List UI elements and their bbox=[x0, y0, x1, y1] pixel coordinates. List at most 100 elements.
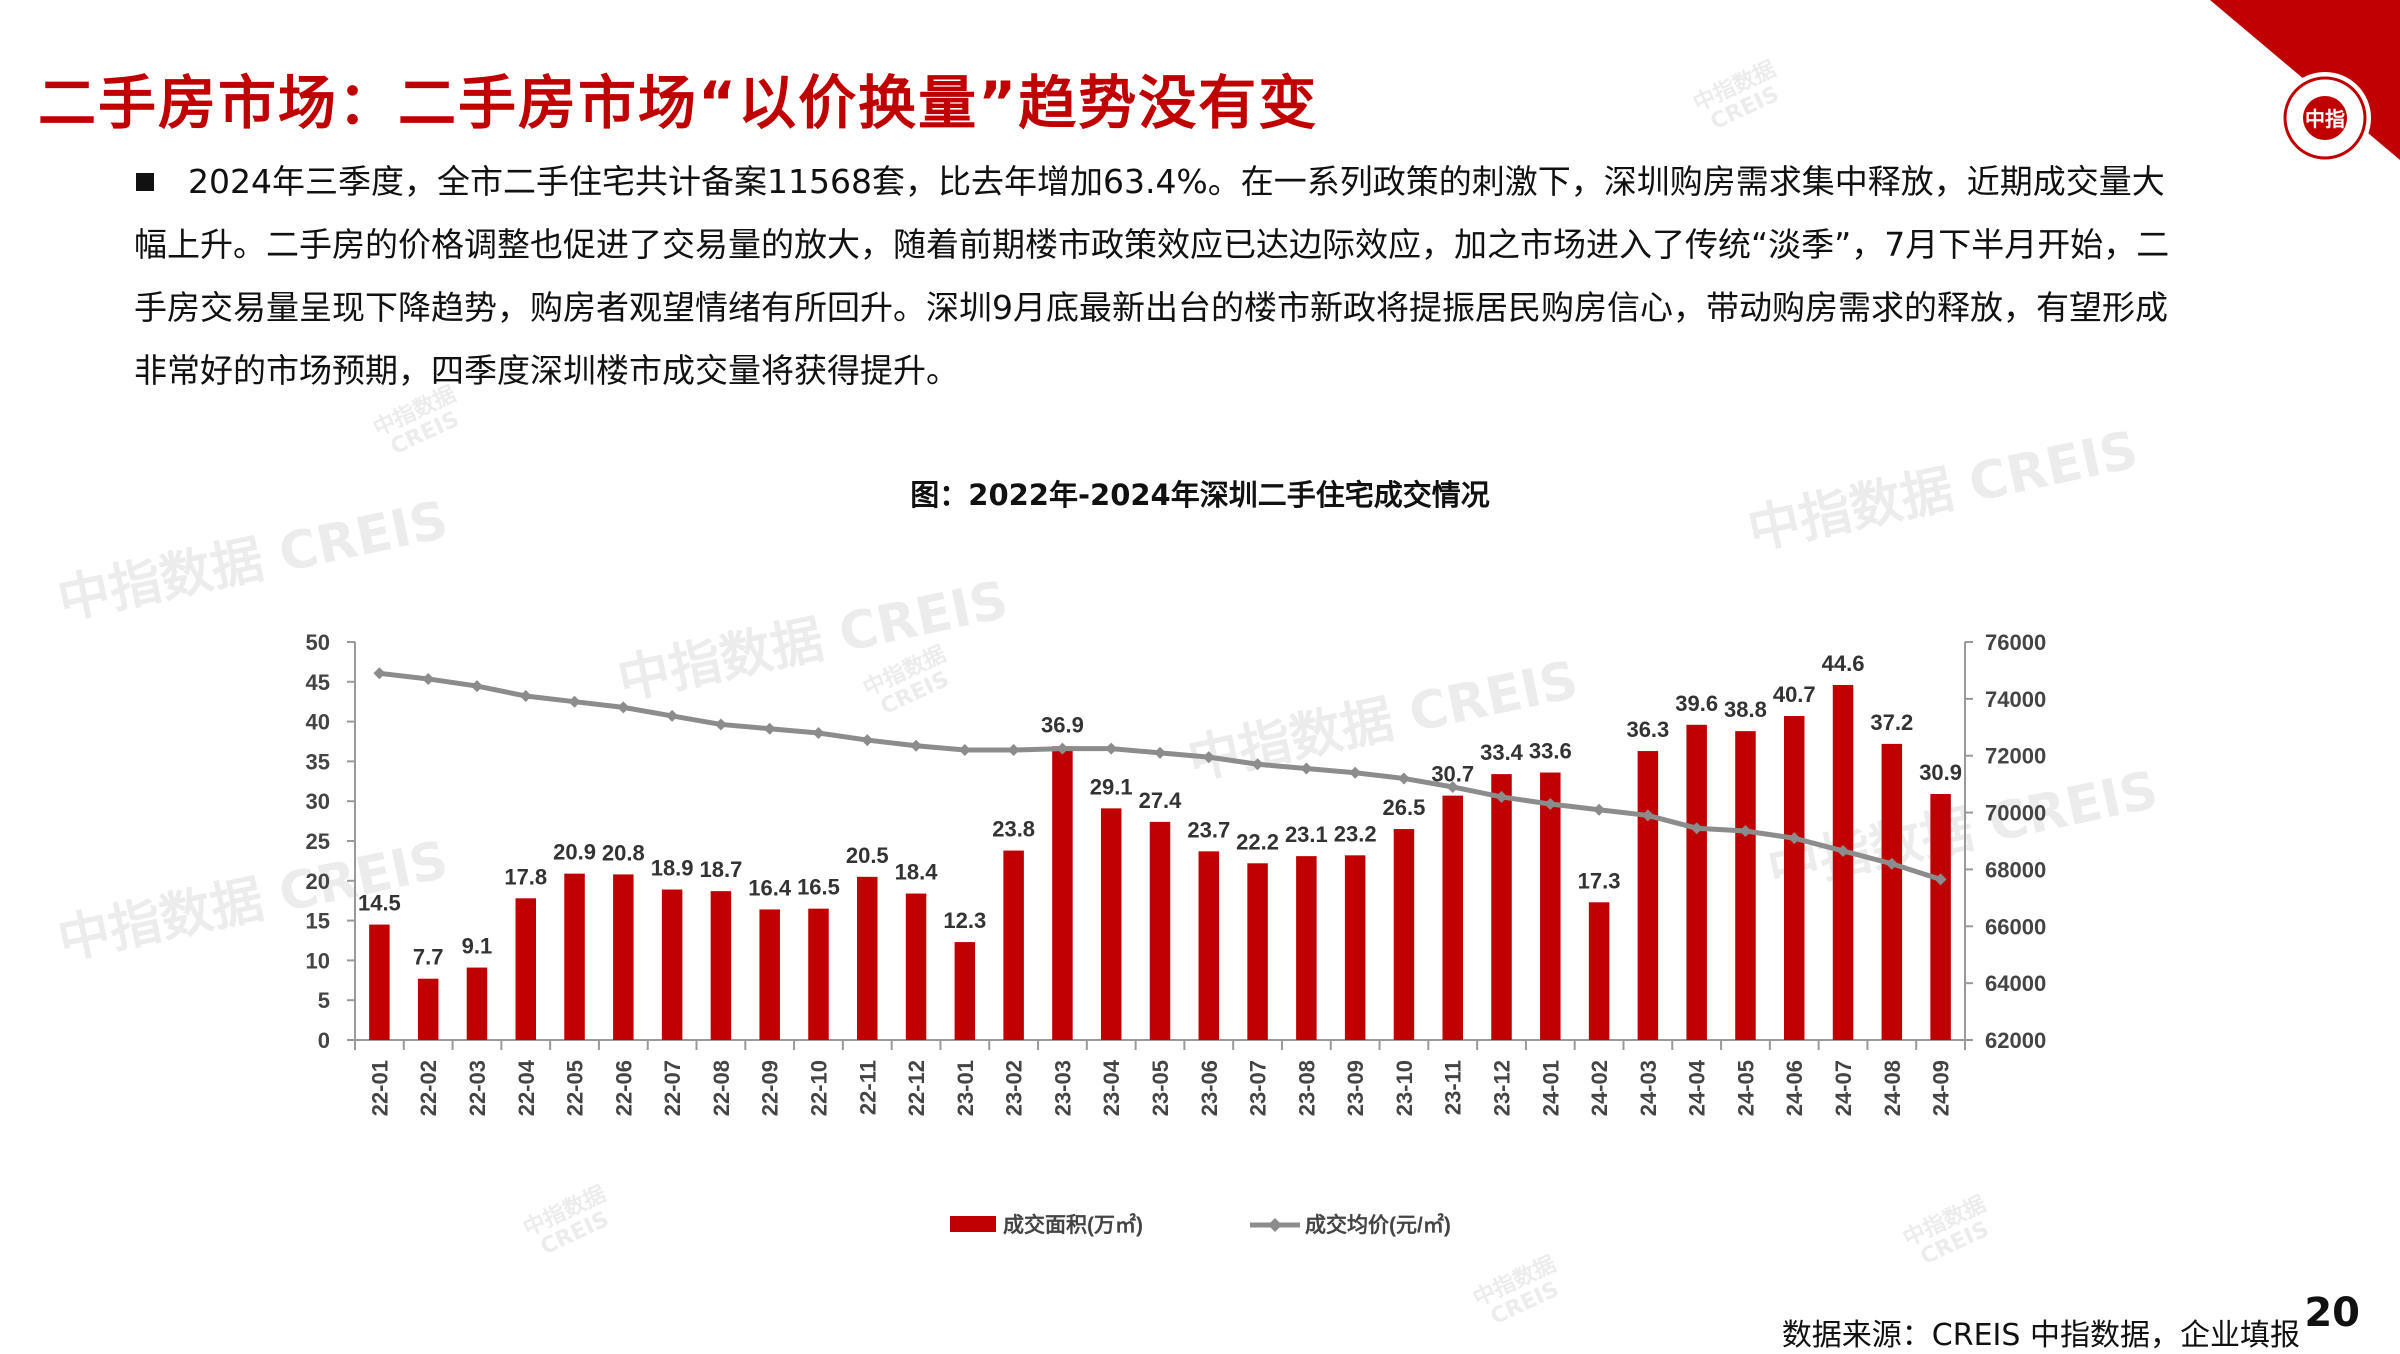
price-point bbox=[1349, 766, 1362, 779]
legend-swatch-area bbox=[950, 1216, 996, 1232]
bar-value-label: 23.2 bbox=[1334, 821, 1377, 846]
legend-marker-price bbox=[1268, 1218, 1282, 1232]
x-tick-label: 23-02 bbox=[1002, 1060, 1027, 1116]
price-point bbox=[1934, 873, 1947, 886]
bar bbox=[1491, 774, 1512, 1040]
bar-value-label: 20.8 bbox=[602, 840, 645, 865]
price-point bbox=[1105, 742, 1118, 755]
price-point bbox=[1202, 751, 1215, 764]
bar bbox=[954, 942, 976, 1040]
bar bbox=[1149, 821, 1171, 1040]
bar bbox=[1344, 855, 1366, 1040]
price-point bbox=[617, 701, 630, 714]
bar-value-label: 23.7 bbox=[1187, 817, 1230, 842]
x-tick-label: 22-02 bbox=[416, 1060, 441, 1116]
bar bbox=[759, 909, 780, 1040]
x-tick-label: 22-09 bbox=[758, 1060, 783, 1116]
y-left-tick-label: 40 bbox=[306, 710, 330, 735]
y-left-tick-label: 50 bbox=[306, 630, 330, 655]
bar-value-label: 40.7 bbox=[1773, 682, 1816, 707]
x-tick-label: 23-07 bbox=[1246, 1060, 1271, 1116]
bar-value-label: 18.9 bbox=[651, 856, 694, 881]
bar-value-label: 18.7 bbox=[699, 857, 742, 882]
logo-center-text: 中指 bbox=[2305, 107, 2345, 131]
bar bbox=[1198, 851, 1220, 1040]
price-point bbox=[1251, 758, 1264, 771]
price-point bbox=[666, 709, 679, 722]
price-point bbox=[714, 718, 727, 731]
bar bbox=[369, 924, 390, 1040]
bar bbox=[1881, 743, 1903, 1040]
bar-value-label: 23.1 bbox=[1285, 822, 1328, 847]
x-tick-label: 23-01 bbox=[953, 1060, 978, 1116]
bar bbox=[1052, 746, 1073, 1040]
bar-value-label: 22.2 bbox=[1236, 829, 1279, 854]
bar bbox=[417, 978, 439, 1040]
bar bbox=[808, 908, 829, 1040]
page-title: 二手房市场：二手房市场“以价换量”趋势没有变 bbox=[38, 69, 1319, 137]
bar-value-label: 36.9 bbox=[1041, 712, 1084, 737]
bar bbox=[613, 874, 634, 1040]
x-tick-label: 24-09 bbox=[1929, 1060, 1954, 1116]
price-point bbox=[1397, 772, 1410, 785]
bar-value-label: 33.4 bbox=[1480, 740, 1524, 765]
bar-value-label: 17.8 bbox=[504, 864, 547, 889]
page-number: 20 bbox=[2304, 1290, 2360, 1336]
bar-value-label: 33.6 bbox=[1529, 739, 1572, 764]
x-tick-label: 23-12 bbox=[1490, 1060, 1515, 1116]
price-point bbox=[1739, 825, 1752, 838]
x-tick-label: 22-11 bbox=[855, 1060, 880, 1115]
y-right-tick-label: 66000 bbox=[1985, 914, 2046, 939]
y-left-tick-label: 20 bbox=[306, 869, 330, 894]
price-point bbox=[1495, 790, 1508, 803]
y-right-tick-label: 62000 bbox=[1985, 1028, 2046, 1053]
bar-value-label: 39.6 bbox=[1675, 691, 1718, 716]
bar-value-label: 20.5 bbox=[846, 843, 889, 868]
data-source: 数据来源：CREIS 中指数据，企业填报 bbox=[1781, 1318, 2300, 1353]
bar bbox=[1003, 850, 1024, 1040]
price-point bbox=[1788, 832, 1801, 845]
x-tick-label: 23-08 bbox=[1294, 1060, 1319, 1116]
price-point bbox=[763, 722, 776, 735]
price-point bbox=[1056, 742, 1069, 755]
bar-value-label: 12.3 bbox=[943, 908, 986, 933]
x-tick-label: 24-01 bbox=[1538, 1060, 1563, 1116]
bar bbox=[857, 876, 878, 1040]
x-tick-label: 23-06 bbox=[1197, 1060, 1222, 1116]
x-tick-label: 24-03 bbox=[1636, 1060, 1661, 1116]
legend-label-area: 成交面积(万㎡) bbox=[1003, 1213, 1143, 1237]
bar-value-label: 9.1 bbox=[462, 934, 493, 959]
y-left-tick-label: 30 bbox=[306, 789, 330, 814]
y-left-tick-label: 0 bbox=[318, 1028, 330, 1053]
bar bbox=[1783, 716, 1805, 1040]
x-tick-label: 23-04 bbox=[1099, 1059, 1124, 1116]
x-tick-label: 22-10 bbox=[806, 1060, 831, 1116]
x-tick-label: 23-09 bbox=[1343, 1060, 1368, 1116]
bar bbox=[1442, 795, 1463, 1040]
x-tick-label: 24-04 bbox=[1685, 1059, 1710, 1116]
price-point bbox=[1154, 746, 1166, 759]
x-tick-label: 24-06 bbox=[1782, 1060, 1807, 1116]
chart-title: 图：2022年-2024年深圳二手住宅成交情况 bbox=[910, 478, 1490, 512]
bar bbox=[1637, 751, 1659, 1040]
bar-value-label: 16.5 bbox=[797, 875, 840, 900]
bar bbox=[1540, 772, 1561, 1040]
bar-value-label: 27.4 bbox=[1139, 788, 1183, 813]
x-tick-label: 22-12 bbox=[904, 1060, 929, 1116]
bar-value-label: 44.6 bbox=[1822, 651, 1865, 676]
summary-text: 2024年三季度，全市二手住宅共计备案11568套，比去年增加63.4%。在一系… bbox=[134, 162, 2170, 390]
legend-label-price: 成交均价(元/㎡) bbox=[1305, 1213, 1451, 1237]
bar-value-label: 16.4 bbox=[748, 875, 792, 900]
price-point bbox=[1641, 809, 1654, 822]
x-tick-label: 23-11 bbox=[1441, 1060, 1466, 1115]
price-point bbox=[373, 667, 386, 680]
price-point bbox=[1300, 762, 1313, 775]
price-point bbox=[519, 690, 532, 703]
x-tick-label: 22-08 bbox=[709, 1060, 734, 1116]
price-point bbox=[1690, 822, 1703, 835]
bar bbox=[1296, 856, 1317, 1040]
price-point bbox=[1885, 857, 1898, 870]
summary-paragraph: 2024年三季度，全市二手住宅共计备案11568套，比去年增加63.4%。在一系… bbox=[134, 150, 2194, 402]
bar bbox=[1832, 684, 1854, 1040]
x-tick-label: 24-05 bbox=[1733, 1060, 1758, 1116]
